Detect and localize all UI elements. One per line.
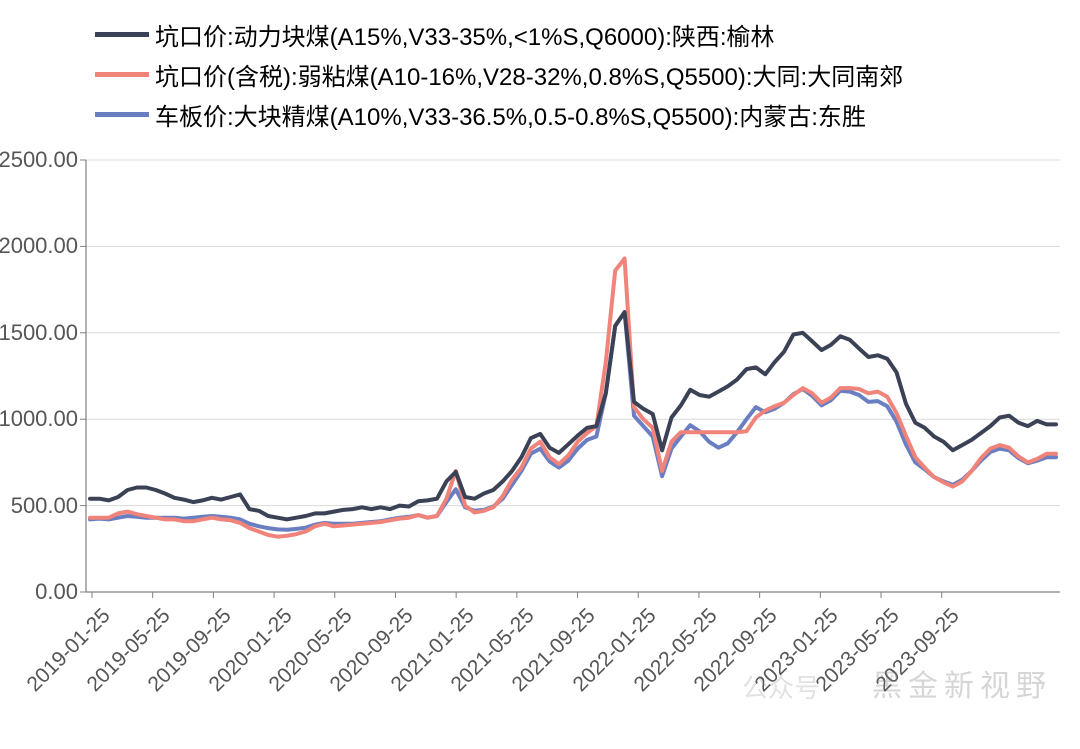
y-tick-label: 2500.00: [0, 147, 78, 173]
coal-price-line-chart: 坑口价:动力块煤(A15%,V33-35%,<1%S,Q6000):陕西:榆林 …: [0, 0, 1080, 749]
legend-swatch-2: [95, 72, 149, 77]
y-tick-label: 0.00: [35, 579, 78, 605]
legend-item-3: 车板价:大块精煤(A10%,V33-36.5%,0.5-0.8%S,Q5500)…: [95, 94, 903, 134]
y-tick-label: 2000.00: [0, 233, 78, 259]
legend-label-3: 车板价:大块精煤(A10%,V33-36.5%,0.5-0.8%S,Q5500)…: [155, 97, 866, 132]
legend-item-2: 坑口价(含税):弱粘煤(A10-16%,V28-32%,0.8%S,Q5500)…: [95, 54, 903, 94]
legend: 坑口价:动力块煤(A15%,V33-35%,<1%S,Q6000):陕西:榆林 …: [95, 14, 903, 134]
y-tick-label: 500.00: [11, 493, 78, 519]
legend-label-1: 坑口价:动力块煤(A15%,V33-35%,<1%S,Q6000):陕西:榆林: [155, 17, 775, 52]
legend-label-2: 坑口价(含税):弱粘煤(A10-16%,V28-32%,0.8%S,Q5500)…: [155, 57, 903, 92]
legend-item-1: 坑口价:动力块煤(A15%,V33-35%,<1%S,Q6000):陕西:榆林: [95, 14, 903, 54]
legend-swatch-1: [95, 32, 149, 37]
legend-swatch-3: [95, 112, 149, 117]
y-tick-label: 1000.00: [0, 406, 78, 432]
y-tick-label: 1500.00: [0, 320, 78, 346]
